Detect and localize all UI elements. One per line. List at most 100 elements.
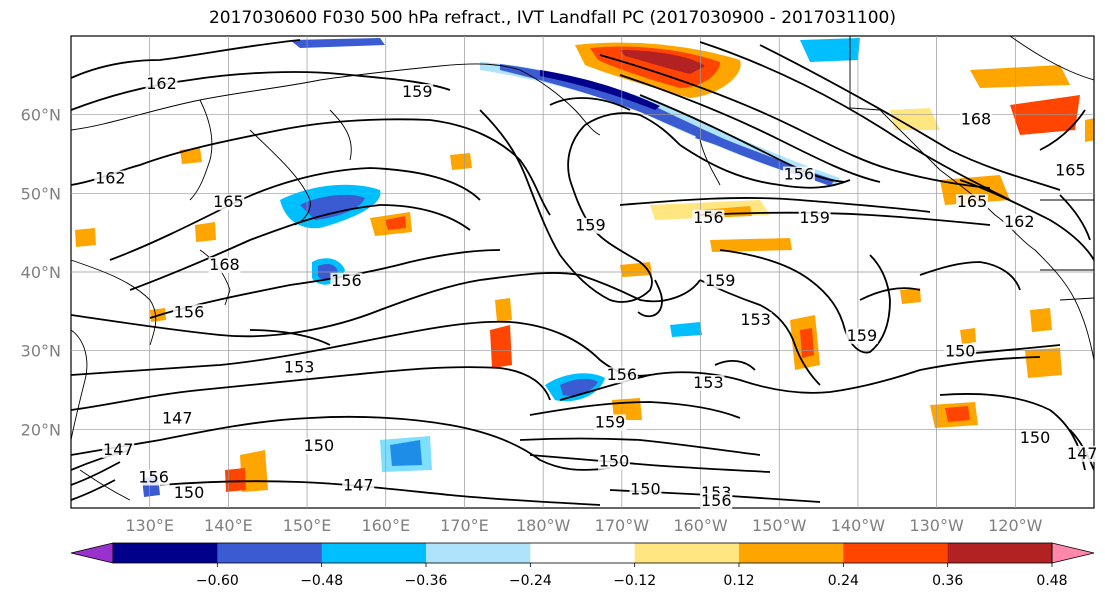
contour-label: 150 bbox=[599, 452, 630, 471]
contour-label: 156 bbox=[784, 165, 815, 184]
latitude-tick-label: 50°N bbox=[21, 184, 61, 203]
contour-label: 162 bbox=[1004, 212, 1035, 231]
colorbar-segment bbox=[530, 543, 636, 563]
contour-label-bg bbox=[574, 217, 607, 234]
contour-label: 165 bbox=[1055, 161, 1086, 180]
contour-label-bg bbox=[161, 410, 194, 427]
contour-label: 159 bbox=[799, 208, 830, 227]
contour-label-bg bbox=[845, 327, 878, 344]
contour-label-bg bbox=[629, 481, 662, 498]
contour-label: 159 bbox=[575, 216, 606, 235]
refractivity-anomaly-fills bbox=[75, 38, 1094, 497]
contour-label-bg bbox=[330, 272, 363, 289]
contour-label-bg bbox=[956, 194, 989, 211]
contour-label-bg bbox=[1054, 162, 1087, 179]
longitude-tick-label: 140°E bbox=[204, 516, 253, 535]
longitude-tick-label: 170°E bbox=[440, 516, 489, 535]
colorbar-segment bbox=[634, 543, 740, 563]
contour-label-bg bbox=[944, 343, 977, 360]
contour-label: 147 bbox=[343, 475, 374, 494]
contour-label: 156 bbox=[138, 467, 169, 486]
latitude-tick-label: 60°N bbox=[21, 106, 61, 125]
latitude-tick-label: 30°N bbox=[21, 342, 61, 361]
longitude-tick-label: 160°E bbox=[361, 516, 410, 535]
contour-label-bg bbox=[94, 170, 127, 187]
contour-label-bg bbox=[173, 485, 206, 502]
colorbar-tick-label: −0.24 bbox=[509, 573, 552, 589]
contour-label: 147 bbox=[1067, 444, 1098, 463]
contour-label-bg bbox=[102, 441, 135, 458]
colorbar-tick-label: 0.12 bbox=[723, 573, 754, 589]
colorbar-tick-label: −0.48 bbox=[300, 573, 343, 589]
contour-label: 159 bbox=[402, 82, 433, 101]
contour-label-bg bbox=[283, 359, 316, 376]
colorbar-tick-label: −0.36 bbox=[405, 573, 448, 589]
longitude-tick-label: 150°E bbox=[283, 516, 332, 535]
longitude-tick-label: 140°W bbox=[831, 516, 886, 535]
contour-label-bg bbox=[782, 166, 815, 183]
colorbar-tick-label: 0.48 bbox=[1036, 573, 1067, 589]
contour-label: 168 bbox=[209, 255, 240, 274]
contour-label: 162 bbox=[146, 74, 177, 93]
contour-label-bg bbox=[302, 438, 335, 454]
colorbar-segment bbox=[843, 543, 949, 563]
contour-label: 153 bbox=[740, 310, 771, 329]
longitude-tick-label: 120°W bbox=[988, 516, 1043, 535]
contour-label: 168 bbox=[961, 110, 992, 129]
contour-label-bg bbox=[173, 304, 206, 321]
contour-label: 159 bbox=[847, 326, 878, 345]
contour-label-bg bbox=[137, 469, 170, 486]
contour-label-bg bbox=[594, 414, 627, 431]
colorbar-extend-min bbox=[70, 542, 114, 564]
colorbar: −0.60 −0.48 −0.36 −0.24 −0.12 0.12 0.24 0.36 0.4… bbox=[70, 542, 1095, 589]
colorbar-segment bbox=[321, 543, 427, 563]
contour-label-bg bbox=[692, 375, 725, 392]
contour-label-bg bbox=[692, 209, 725, 226]
contour-label: 147 bbox=[162, 408, 193, 427]
latitude-tick-labels: 20°N 30°N 40°N 50°N 60°N bbox=[21, 106, 61, 440]
colorbar-tick-label: −0.60 bbox=[196, 573, 239, 589]
contour-label-bg bbox=[1003, 213, 1036, 230]
contour-label: 150 bbox=[945, 342, 976, 361]
colorbar-tick-label: 0.24 bbox=[828, 573, 859, 589]
contour-label-bg bbox=[401, 84, 434, 100]
contour-label-bg bbox=[1066, 445, 1099, 462]
contour-label: 153 bbox=[693, 373, 724, 392]
colorbar-outline bbox=[112, 542, 1053, 564]
contour-label: 165 bbox=[213, 192, 244, 211]
colorbar-segment bbox=[113, 543, 218, 563]
colorbar-segment bbox=[217, 543, 323, 563]
colorbar-tick-label: 0.36 bbox=[932, 573, 963, 589]
contour-label-bg bbox=[605, 367, 638, 384]
colorbar-segment bbox=[947, 543, 1053, 563]
contour-label: 156 bbox=[331, 271, 362, 290]
contour-label-bg bbox=[959, 111, 992, 128]
contour-label: 156 bbox=[701, 491, 732, 510]
contour-label: 150 bbox=[174, 483, 205, 502]
contour-label-bg bbox=[208, 257, 241, 274]
contour-label-bg bbox=[212, 194, 245, 211]
contour-label-bg bbox=[145, 76, 178, 93]
contour-value-labels: 162 1591621651681561561531471471561501501… bbox=[94, 74, 1099, 510]
contour-label: 156 bbox=[174, 302, 205, 321]
contour-label-bg bbox=[342, 477, 375, 494]
map-title: 2017030600 F030 500 hPa refract., IVT La… bbox=[208, 8, 896, 28]
longitude-tick-label: 130°W bbox=[909, 516, 964, 535]
colorbar-extend-max bbox=[1051, 542, 1095, 564]
colorbar-segment bbox=[426, 543, 531, 563]
contour-label-bg bbox=[1018, 430, 1051, 447]
contour-label: 150 bbox=[630, 479, 661, 498]
longitude-tick-label: 150°W bbox=[752, 516, 807, 535]
contour-label: 147 bbox=[103, 440, 134, 459]
contour-label: 150 bbox=[304, 436, 335, 455]
contour-label: 162 bbox=[95, 169, 126, 188]
contour-label: 150 bbox=[1020, 428, 1051, 447]
latitude-tick-label: 20°N bbox=[21, 420, 61, 439]
longitude-tick-label: 160°W bbox=[673, 516, 728, 535]
longitude-tick-label: 170°W bbox=[595, 516, 650, 535]
longitude-tick-labels: 130°E 140°E 150°E 160°E 170°E 180°W 170°W 160°W… bbox=[125, 516, 1042, 535]
contour-label: 156 bbox=[693, 208, 724, 227]
longitude-tick-label: 180°W bbox=[516, 516, 571, 535]
contour-label: 159 bbox=[595, 412, 626, 431]
